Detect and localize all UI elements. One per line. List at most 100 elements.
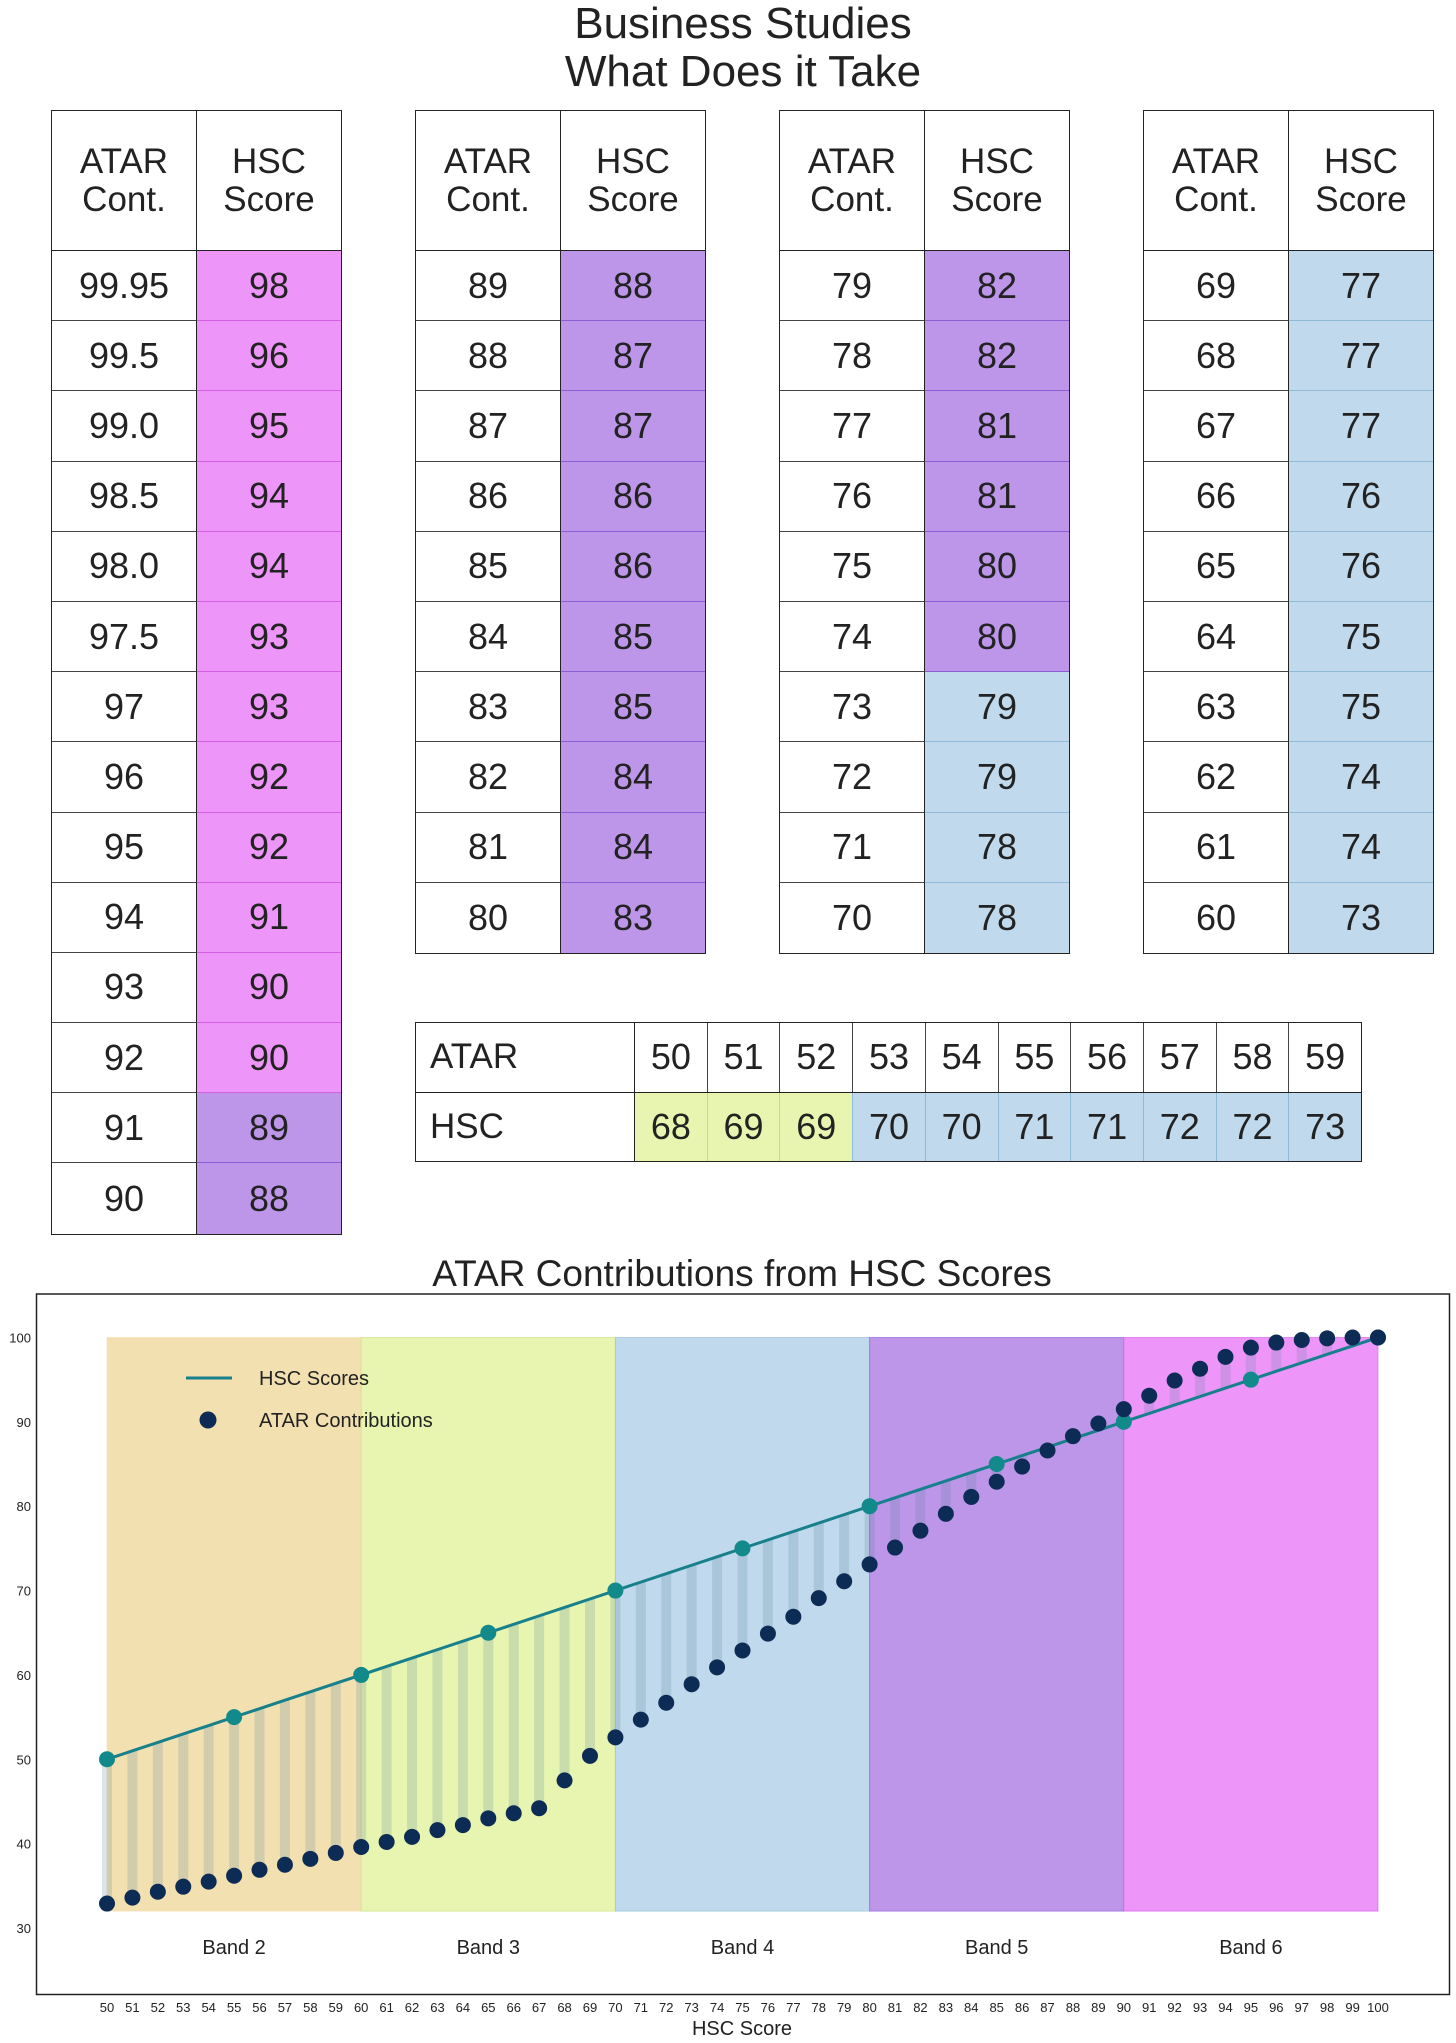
atar-cont-cell: 67 xyxy=(1144,391,1289,462)
atar-contribution-point xyxy=(302,1850,319,1867)
difference-bar xyxy=(966,1472,977,1497)
x-tick-label: 83 xyxy=(939,2000,953,2015)
atar-cont-cell: 62 xyxy=(1144,742,1289,813)
hsc-score-cell: 77 xyxy=(1289,391,1433,462)
hsc-score-cell: 86 xyxy=(561,461,705,532)
hsc-value-cell: 72 xyxy=(1142,1092,1216,1161)
header-atar-line-1: ATAR xyxy=(79,141,169,181)
header-hsc-score: HSC Score xyxy=(197,111,341,250)
header-atar-line-2: Cont. xyxy=(446,179,530,219)
header-hsc-line-1: HSC xyxy=(1324,141,1398,181)
difference-bar xyxy=(1195,1368,1206,1397)
atar-value-cell: 58 xyxy=(1215,1023,1289,1092)
table-row: 98.5 94 xyxy=(52,461,341,532)
atar-contribution-point xyxy=(1141,1387,1158,1404)
table-row: 68 77 xyxy=(1144,321,1433,392)
atar-cont-cell: 82 xyxy=(416,742,561,813)
atar-contribution-point xyxy=(963,1488,980,1505)
difference-bar xyxy=(1322,1338,1333,1355)
atar-contribution-point xyxy=(505,1805,522,1822)
atar-contribution-point xyxy=(658,1694,675,1711)
atar-contribution-point xyxy=(759,1625,776,1642)
atar-contribution-point xyxy=(836,1573,853,1590)
hsc-score-cell: 85 xyxy=(561,601,705,673)
x-tick-label: 58 xyxy=(303,2000,317,2015)
difference-bar xyxy=(610,1590,621,1738)
atar-contribution-point xyxy=(810,1590,827,1607)
x-tick-label: 76 xyxy=(761,2000,775,2015)
hsc-score-cell: 87 xyxy=(561,391,705,462)
hsc-value-cell: 68 xyxy=(635,1092,707,1161)
hsc-score-marker xyxy=(226,1709,243,1726)
table-row: 92 90 xyxy=(52,1023,341,1094)
table-row: 76 81 xyxy=(780,461,1069,532)
atar-cont-cell: 71 xyxy=(780,812,925,883)
x-tick-label: 97 xyxy=(1295,2000,1309,2015)
header-atar-line-2: Cont. xyxy=(82,179,166,219)
atar-cont-cell: 85 xyxy=(416,531,561,602)
table-row: 78 82 xyxy=(780,321,1069,392)
table-row: 93 90 xyxy=(52,952,341,1024)
difference-bar xyxy=(737,1548,748,1651)
difference-bar xyxy=(940,1480,951,1514)
atar-contribution-point xyxy=(226,1867,243,1884)
score-table-1: ATAR Cont. HSC Score 99.95 98 99.5 96 99.0 95 98.5… xyxy=(51,110,342,1235)
hsc-score-cell: 88 xyxy=(197,1163,341,1234)
hsc-score-cell: 78 xyxy=(925,882,1069,953)
atar-cont-cell: 83 xyxy=(416,672,561,743)
atar-contribution-point xyxy=(988,1473,1005,1490)
table-row: 90 88 xyxy=(52,1163,341,1234)
page-title: Business Studies What Does it Take xyxy=(443,0,1043,96)
hsc-score-cell: 76 xyxy=(1289,461,1433,532)
table-row: 74 80 xyxy=(780,601,1069,673)
x-tick-label: 63 xyxy=(430,2000,444,2015)
atar-contribution-point xyxy=(1166,1372,1183,1389)
atar-contribution-point xyxy=(1192,1360,1209,1377)
header-hsc-line-2: Score xyxy=(587,179,679,219)
difference-bar xyxy=(127,1750,138,1898)
atar-contribution-point xyxy=(353,1839,370,1856)
table-row: 72 79 xyxy=(780,742,1069,813)
atar-cont-cell: 78 xyxy=(780,321,925,392)
chart-frame xyxy=(35,1293,1451,1996)
hsc-score-cell: 86 xyxy=(561,531,705,602)
hsc-score-marker xyxy=(988,1456,1005,1473)
atar-cont-cell: 90 xyxy=(52,1163,197,1234)
atar-contribution-point xyxy=(1115,1401,1132,1418)
y-tick-label: 30 xyxy=(17,1921,31,1936)
x-tick-label: 66 xyxy=(506,2000,520,2015)
atar-contribution-point xyxy=(683,1676,700,1693)
x-tick-label: 62 xyxy=(405,2000,419,2015)
atar-cont-cell: 99.0 xyxy=(52,391,197,462)
difference-bar xyxy=(559,1607,570,1781)
band-region xyxy=(1123,1336,1379,1912)
difference-bar xyxy=(584,1598,595,1756)
y-tick-label: 100 xyxy=(9,1330,31,1345)
hsc-score-cell: 85 xyxy=(561,672,705,743)
hsc-score-cell: 93 xyxy=(197,601,341,673)
hsc-score-cell: 79 xyxy=(925,742,1069,813)
x-tick-label: 90 xyxy=(1117,2000,1131,2015)
atar-cont-cell: 92 xyxy=(52,1023,197,1094)
atar-cont-cell: 98.5 xyxy=(52,461,197,532)
score-table-2: ATAR Cont. HSC Score 89 88 88 87 87 87 86 86 85 86 84 8… xyxy=(415,110,706,954)
table-row: 67 77 xyxy=(1144,391,1433,462)
difference-bar xyxy=(1169,1380,1180,1405)
atar-cont-cell: 80 xyxy=(416,882,561,953)
table-row: 79 82 xyxy=(780,251,1069,322)
x-tick-label: 61 xyxy=(379,2000,393,2015)
atar-contribution-point xyxy=(1064,1428,1081,1445)
hsc-score-marker xyxy=(1115,1413,1132,1430)
atar-contribution-point xyxy=(1293,1332,1310,1349)
atar-contribution-point xyxy=(709,1659,726,1676)
x-tick-label: 81 xyxy=(888,2000,902,2015)
header-hsc-line-2: Score xyxy=(1315,179,1407,219)
page-title-line-1: Business Studies xyxy=(574,0,912,48)
table-row: 61 74 xyxy=(1144,812,1433,883)
difference-bar xyxy=(432,1649,443,1831)
difference-bar xyxy=(813,1523,824,1599)
x-tick-label: 92 xyxy=(1167,2000,1181,2015)
atar-contribution-point xyxy=(327,1844,344,1861)
header-hsc-line-1: HSC xyxy=(232,141,306,181)
atar-cont-cell: 79 xyxy=(780,251,925,322)
